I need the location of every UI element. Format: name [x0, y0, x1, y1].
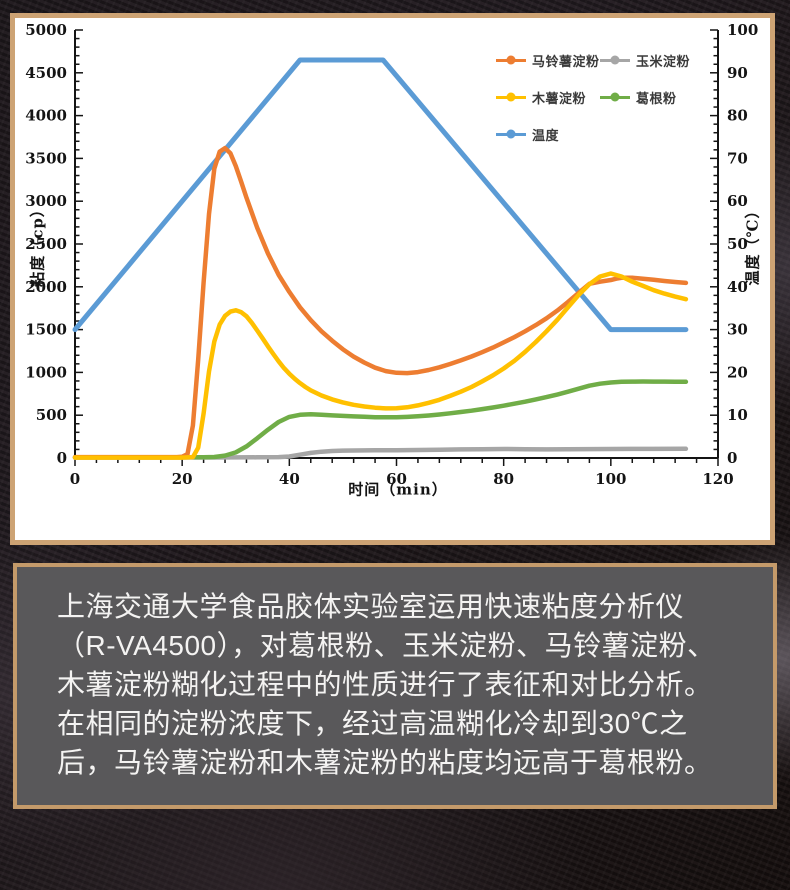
- svg-text:4000: 4000: [25, 107, 67, 125]
- legend-item-tapioca-starch: 木薯淀粉: [496, 90, 600, 106]
- series-line-potato-starch: [72, 145, 689, 460]
- chart-legend: 马铃薯淀粉 玉米淀粉 木薯淀粉 葛根粉 温度: [496, 53, 691, 143]
- svg-text:100: 100: [727, 21, 758, 39]
- svg-text:500: 500: [36, 406, 67, 424]
- line-dot-marker-icon: [496, 55, 526, 65]
- legend-label: 温度: [532, 127, 560, 143]
- svg-text:5000: 5000: [25, 21, 67, 39]
- y-axis-title-left: 粘度（cp）: [28, 201, 47, 287]
- svg-text:100: 100: [595, 470, 626, 488]
- svg-text:60: 60: [386, 470, 407, 488]
- svg-text:20: 20: [727, 363, 748, 381]
- series-line-tapioca-starch: [72, 271, 689, 460]
- svg-text:80: 80: [727, 107, 748, 125]
- x-axis-title: 时间（min）: [348, 480, 448, 499]
- series-line-kudzu-root-powder: [72, 379, 689, 460]
- legend-label: 玉米淀粉: [636, 53, 691, 69]
- svg-text:30: 30: [727, 321, 748, 339]
- svg-text:2000: 2000: [25, 278, 67, 296]
- svg-text:80: 80: [493, 470, 514, 488]
- line-dot-marker-icon: [600, 55, 630, 65]
- svg-text:0: 0: [70, 470, 80, 488]
- svg-text:3000: 3000: [25, 192, 67, 210]
- chart-panel: 0 500 1000 1500 2000 2500 3000 3500 4000 4500 5000…: [10, 13, 775, 545]
- svg-text:1000: 1000: [25, 363, 67, 381]
- legend-label: 马铃薯淀粉: [532, 53, 600, 69]
- svg-text:3500: 3500: [25, 149, 67, 167]
- viscosity-temperature-chart: 0500100015002000250030003500400045005000…: [25, 21, 758, 488]
- caption-panel: 上海交通大学食品胶体实验室运用快速粘度分析仪（R-VA4500），对葛根粉、玉米…: [13, 563, 777, 809]
- legend-item-temperature: 温度: [496, 127, 600, 143]
- svg-text:120: 120: [702, 470, 733, 488]
- svg-text:60: 60: [727, 192, 748, 210]
- svg-text:20: 20: [172, 470, 193, 488]
- legend-item-kudzu-root-powder: 葛根粉: [600, 90, 690, 106]
- legend-item-potato-starch: 马铃薯淀粉: [496, 53, 600, 69]
- svg-text:90: 90: [727, 64, 748, 82]
- svg-text:50: 50: [727, 235, 748, 253]
- svg-text:40: 40: [727, 278, 748, 296]
- svg-text:10: 10: [727, 406, 748, 424]
- svg-text:1500: 1500: [25, 321, 67, 339]
- svg-text:40: 40: [279, 470, 300, 488]
- line-dot-marker-icon: [600, 92, 630, 102]
- y-axis-title-right: 温度（℃）: [743, 202, 762, 286]
- caption-text: 上海交通大学食品胶体实验室运用快速粘度分析仪（R-VA4500），对葛根粉、玉米…: [57, 591, 716, 778]
- tick-labels: 0500100015002000250030003500400045005000…: [25, 21, 758, 488]
- legend-label: 葛根粉: [636, 90, 677, 106]
- svg-text:2500: 2500: [25, 235, 67, 253]
- svg-text:4500: 4500: [25, 64, 67, 82]
- legend-label: 木薯淀粉: [532, 90, 587, 106]
- legend-item-corn-starch: 玉米淀粉: [600, 53, 691, 69]
- line-dot-marker-icon: [496, 92, 526, 102]
- svg-text:70: 70: [727, 149, 748, 167]
- svg-text:0: 0: [57, 449, 67, 467]
- svg-text:0: 0: [727, 449, 737, 467]
- line-dot-marker-icon: [496, 129, 526, 139]
